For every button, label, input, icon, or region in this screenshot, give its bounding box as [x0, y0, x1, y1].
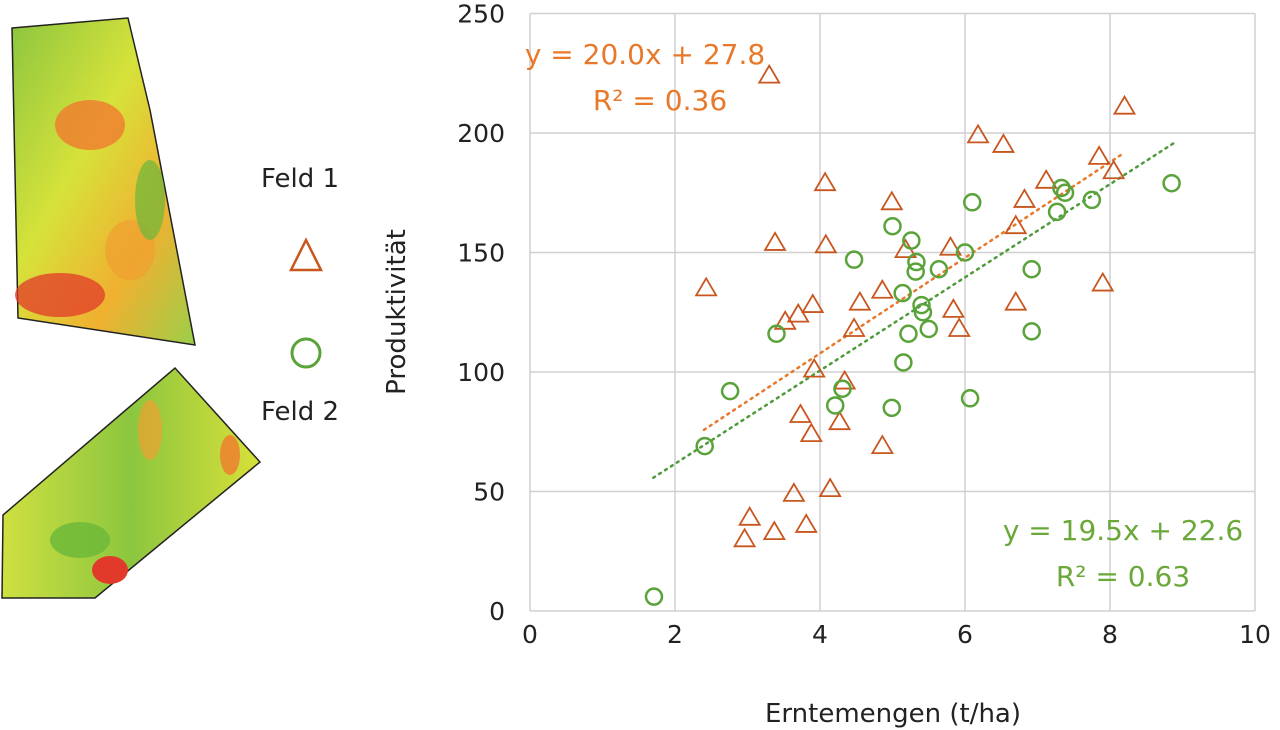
data-point-feld-1 [1112, 94, 1137, 115]
data-point-feld-2 [894, 353, 913, 372]
data-point-feld-1 [1034, 169, 1058, 189]
data-point-feld-1 [842, 317, 866, 337]
data-point-feld-1 [1102, 159, 1126, 180]
data-point-feld-2 [906, 262, 925, 281]
data-point-feld-1 [818, 477, 842, 498]
data-point-feld-1 [870, 278, 894, 299]
y-tick-label: 0 [489, 597, 505, 626]
data-point-feld-1 [938, 235, 963, 256]
data-point-feld-1 [941, 298, 965, 318]
data-point-feld-1 [1004, 290, 1028, 311]
data-point-feld-1 [828, 410, 852, 431]
data-point-feld-1 [773, 310, 797, 330]
data-point-feld-1 [814, 233, 838, 254]
data-point-feld-2 [912, 295, 931, 315]
data-point-feld-2 [882, 398, 902, 418]
feld-2-equation: y = 19.5x + 22.6 [1003, 514, 1243, 547]
data-point-feld-1 [1012, 188, 1037, 208]
data-point-feld-2 [1082, 190, 1102, 210]
data-point-feld-2 [960, 389, 980, 408]
data-point-feld-1 [813, 171, 837, 192]
data-point-feld-1 [880, 190, 904, 211]
data-point-feld-1 [870, 434, 894, 454]
y-tick-label: 200 [457, 119, 505, 148]
data-point-feld-2 [825, 396, 845, 415]
feld-1-r2: R² = 0.36 [593, 84, 727, 117]
y-tick-label: 250 [457, 0, 505, 29]
data-point-feld-1 [762, 520, 786, 541]
x-tick-label: 0 [522, 620, 538, 649]
data-point-feld-1 [738, 506, 762, 526]
field-1-map [11, 17, 196, 346]
data-point-feld-2 [929, 259, 949, 279]
x-tick-label: 2 [667, 620, 683, 649]
data-point-feld-1 [991, 133, 1015, 153]
data-point-feld-1 [947, 317, 971, 337]
data-point-feld-2 [695, 436, 714, 456]
data-point-feld-1 [763, 231, 787, 251]
data-point-feld-2 [899, 324, 918, 344]
data-point-feld-1 [694, 276, 718, 297]
data-point-feld-2 [955, 243, 975, 262]
data-point-feld-1 [1091, 271, 1115, 292]
y-tick-label: 150 [457, 239, 505, 268]
y-tick-label: 100 [457, 358, 505, 387]
data-point-feld-2 [720, 381, 740, 401]
data-point-feld-2 [1162, 173, 1181, 193]
y-tick-label: 50 [473, 478, 505, 507]
x-tick-label: 4 [812, 620, 828, 649]
data-point-feld-1 [757, 63, 781, 84]
data-point-feld-1 [966, 123, 990, 144]
data-point-feld-1 [801, 293, 825, 313]
x-axis-label: Erntemengen (t/ha) [765, 699, 1021, 729]
data-point-feld-2 [902, 231, 921, 250]
x-tick-label: 10 [1239, 620, 1271, 649]
data-point-feld-1 [788, 403, 812, 423]
data-point-feld-2 [893, 283, 912, 303]
data-point-feld-1 [848, 290, 872, 311]
feld-1-equation: y = 20.0x + 27.8 [525, 38, 765, 71]
data-point-feld-2 [919, 319, 938, 339]
data-point-feld-2 [1052, 178, 1071, 198]
data-point-feld-2 [833, 379, 852, 398]
x-tick-label: 6 [957, 620, 973, 649]
data-point-feld-1 [733, 527, 757, 548]
data-point-feld-2 [767, 324, 786, 344]
data-point-feld-2 [963, 193, 982, 212]
data-point-feld-1 [794, 513, 818, 533]
data-point-feld-2 [907, 252, 926, 272]
data-point-feld-2 [644, 587, 664, 606]
x-tick-label: 8 [1102, 620, 1118, 649]
data-point-feld-1 [786, 302, 810, 323]
data-point-feld-2 [1022, 259, 1041, 279]
data-point-feld-1 [782, 482, 806, 502]
data-point-feld-2 [1047, 202, 1067, 222]
field-2-map [1, 366, 262, 599]
data-point-feld-1 [802, 357, 826, 378]
data-point-feld-2 [844, 250, 864, 269]
feld-2-r2: R² = 0.63 [1056, 560, 1190, 593]
data-point-feld-1 [1004, 214, 1028, 235]
data-point-feld-2 [1022, 322, 1041, 341]
field-maps [1, 17, 262, 599]
data-point-feld-2 [913, 303, 933, 322]
data-point-feld-1 [1087, 145, 1111, 165]
data-point-feld-2 [883, 216, 902, 236]
y-axis-label: Produktivität [382, 229, 412, 395]
data-point-feld-1 [799, 422, 823, 443]
trendline-feld-1 [702, 151, 1126, 432]
data-point-feld-2 [1055, 183, 1075, 202]
